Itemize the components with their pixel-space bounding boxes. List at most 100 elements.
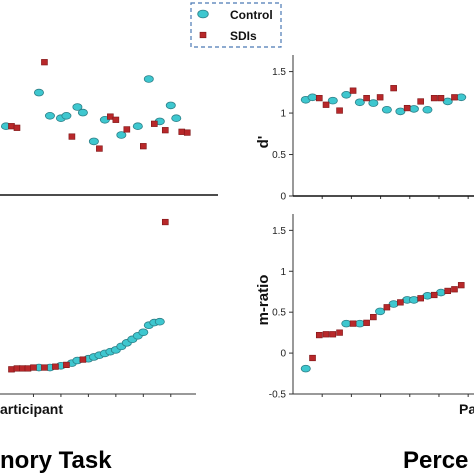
y-tick-label: 0.5 (272, 150, 286, 161)
data-point-sdis (390, 85, 397, 92)
data-point-sdis (79, 356, 87, 363)
data-point-sdis (457, 282, 465, 289)
data-point-control (422, 105, 433, 114)
data-point-sdis (329, 331, 337, 338)
data-point-sdis (336, 107, 343, 114)
data-point-sdis (363, 95, 370, 102)
perception-x-axis-label: Pa (459, 401, 474, 417)
memory-x-axis-label: articipant (0, 401, 63, 417)
y-tick-label: 1.5 (272, 226, 286, 237)
data-point-sdis (19, 365, 26, 372)
data-point-control (154, 317, 165, 326)
legend-marker-control (197, 9, 209, 19)
data-point-control (307, 93, 318, 102)
data-point-control (395, 107, 406, 116)
data-point-sdis (397, 299, 404, 306)
legend-label-sdis: SDIs (230, 29, 257, 43)
data-point-control (408, 296, 419, 304)
data-point-sdis (430, 95, 438, 102)
data-point-sdis (336, 329, 343, 336)
data-point-control (354, 98, 365, 107)
data-point-sdis (322, 331, 330, 338)
data-point-control (88, 137, 99, 146)
data-point-control (61, 112, 72, 120)
data-point-control (442, 97, 453, 106)
data-point-sdis (96, 145, 103, 152)
data-point-control (341, 319, 352, 328)
data-point-sdis (451, 286, 458, 293)
data-point-sdis (363, 319, 370, 326)
data-point-sdis (315, 95, 323, 102)
data-point-control (327, 96, 338, 105)
data-point-sdis (13, 124, 21, 131)
memory-task-title: nory Task (0, 447, 112, 474)
data-point-control (165, 101, 176, 110)
data-point-sdis (315, 331, 323, 339)
data-point-sdis (349, 320, 357, 327)
data-point-sdis (437, 95, 445, 102)
data-point-sdis (349, 87, 357, 94)
y-tick-label: 0 (280, 192, 286, 203)
data-point-sdis (150, 120, 158, 127)
data-point-control (77, 108, 88, 117)
data-point-sdis (383, 304, 391, 311)
data-point-sdis (140, 143, 147, 150)
data-point-sdis (24, 365, 32, 372)
data-point-control (44, 112, 55, 120)
y-tick-label: 1 (280, 109, 286, 120)
data-point-sdis (112, 116, 120, 123)
perception-task-title: Perce (403, 447, 468, 474)
data-point-control (171, 114, 182, 122)
data-point-sdis (403, 104, 411, 112)
data-point-control (300, 364, 311, 373)
data-point-control (33, 88, 44, 97)
legend-marker-sdis (199, 31, 207, 39)
data-point-control (408, 105, 419, 113)
data-point-sdis (178, 128, 186, 135)
data-point-control (368, 99, 379, 107)
data-point-sdis (123, 126, 131, 133)
y-tick-label: 1.5 (272, 67, 286, 78)
legend-markers (197, 9, 209, 39)
data-point-sdis (68, 133, 76, 140)
data-point-sdis (41, 59, 48, 66)
data-point-sdis (30, 364, 37, 371)
data-point-sdis (370, 313, 377, 321)
data-point-sdis (8, 366, 15, 373)
axes-layer: 0 0.5 1 1.5 -0.5 0 0.5 1 1.5 (0, 55, 474, 401)
y-tick-label: 1 (280, 267, 286, 278)
data-point-sdis (8, 123, 15, 130)
data-point-sdis (13, 365, 21, 372)
data-point-control (132, 122, 143, 130)
data-point-control (354, 319, 365, 328)
data-point-control (341, 91, 352, 99)
data-point-sdis (417, 98, 424, 105)
data-point-sdis (376, 94, 384, 101)
data-point-sdis (52, 363, 59, 370)
legend-label-control: Control (230, 8, 273, 22)
data-point-control (388, 300, 399, 308)
data-point-sdis (161, 218, 169, 226)
data-point-control (456, 93, 467, 102)
data-point-control (143, 75, 154, 83)
data-point-sdis (444, 287, 452, 295)
data-point-control (435, 288, 446, 297)
data-point-control (381, 105, 392, 114)
perception-bottom-y-axis-label: m-ratio (255, 275, 272, 326)
data-point-sdis (322, 101, 330, 108)
data-point-control (116, 131, 127, 139)
marks-layer (1, 59, 467, 373)
perception-top-y-axis-label: d' (255, 136, 272, 149)
y-tick-label: 0 (280, 349, 286, 360)
data-point-control (422, 292, 433, 300)
data-point-control (375, 307, 386, 316)
legend: Control SDIs (190, 2, 282, 48)
data-point-sdis (41, 364, 48, 371)
y-tick-label: -0.5 (269, 390, 287, 401)
data-point-control (138, 328, 149, 337)
data-point-sdis (309, 354, 316, 362)
data-point-control (72, 103, 83, 111)
data-point-sdis (107, 113, 114, 120)
data-point-sdis (161, 127, 169, 134)
